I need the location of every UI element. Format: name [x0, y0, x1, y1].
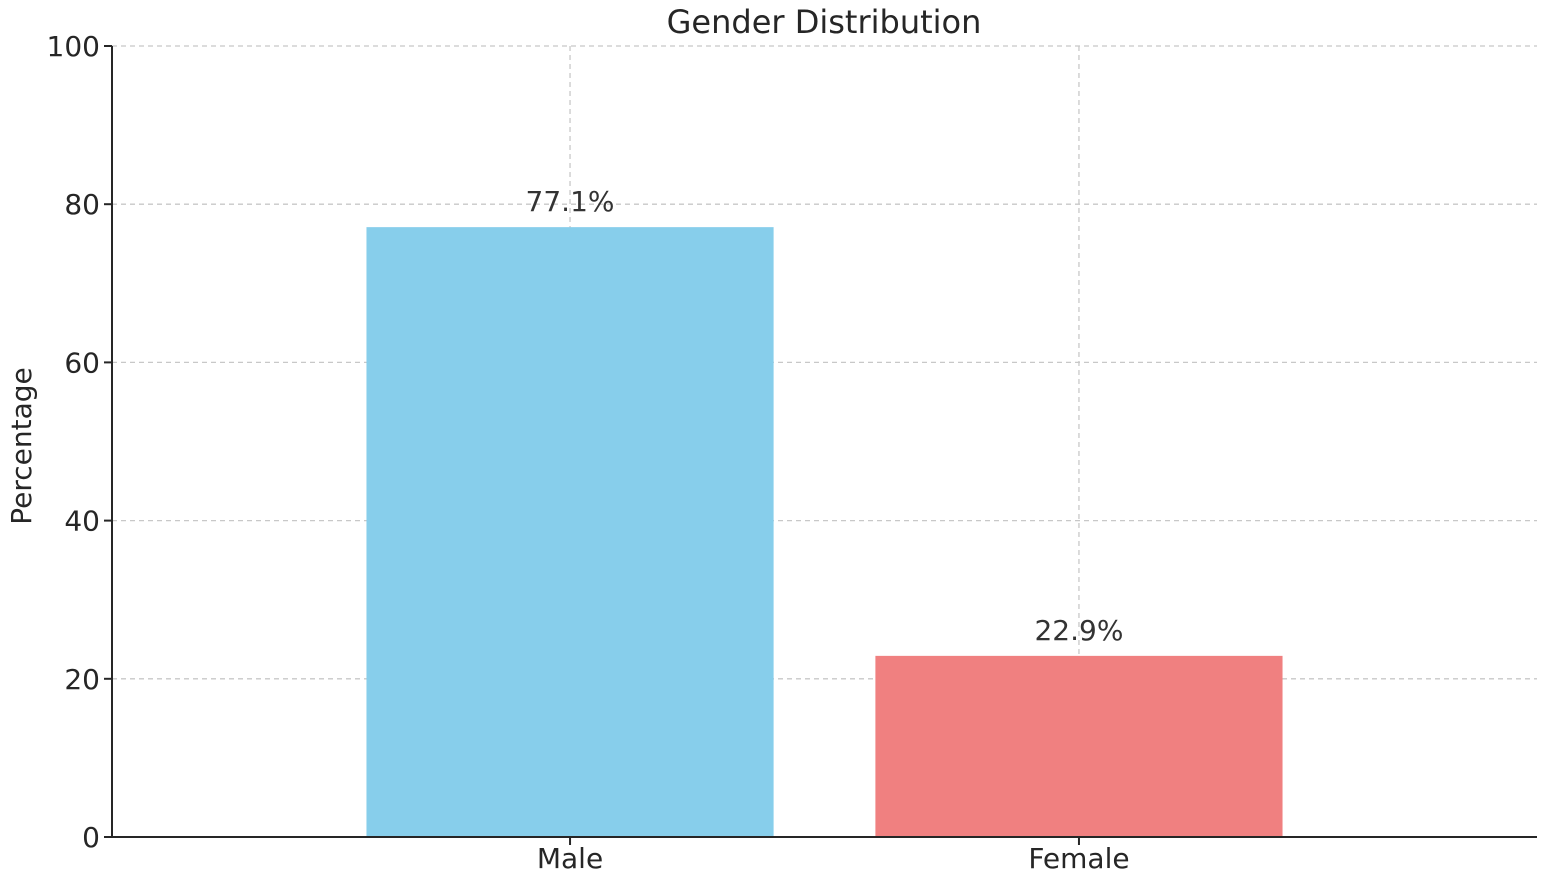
grid [112, 45, 1537, 837]
labels: 0 20 40 60 80 100 Male Female 77.1% 22.9% [47, 30, 1130, 875]
data-label: 77.1% [526, 185, 615, 218]
axes [104, 45, 1537, 845]
bar-male [366, 227, 774, 837]
x-tick-label: Female [1028, 842, 1129, 875]
data-label: 22.9% [1034, 614, 1123, 647]
y-tick-label: 60 [64, 346, 100, 379]
y-tick-label: 100 [47, 30, 100, 63]
bars [366, 227, 1283, 837]
y-tick-label: 80 [64, 188, 100, 221]
y-tick-label: 40 [64, 505, 100, 538]
y-axis-label: Percentage [5, 367, 38, 525]
y-tick-label: 20 [64, 663, 100, 696]
chart-title: Gender Distribution [667, 3, 982, 41]
x-tick-label: Male [537, 842, 603, 875]
bar-female [875, 655, 1283, 837]
y-tick-label: 0 [82, 821, 100, 854]
